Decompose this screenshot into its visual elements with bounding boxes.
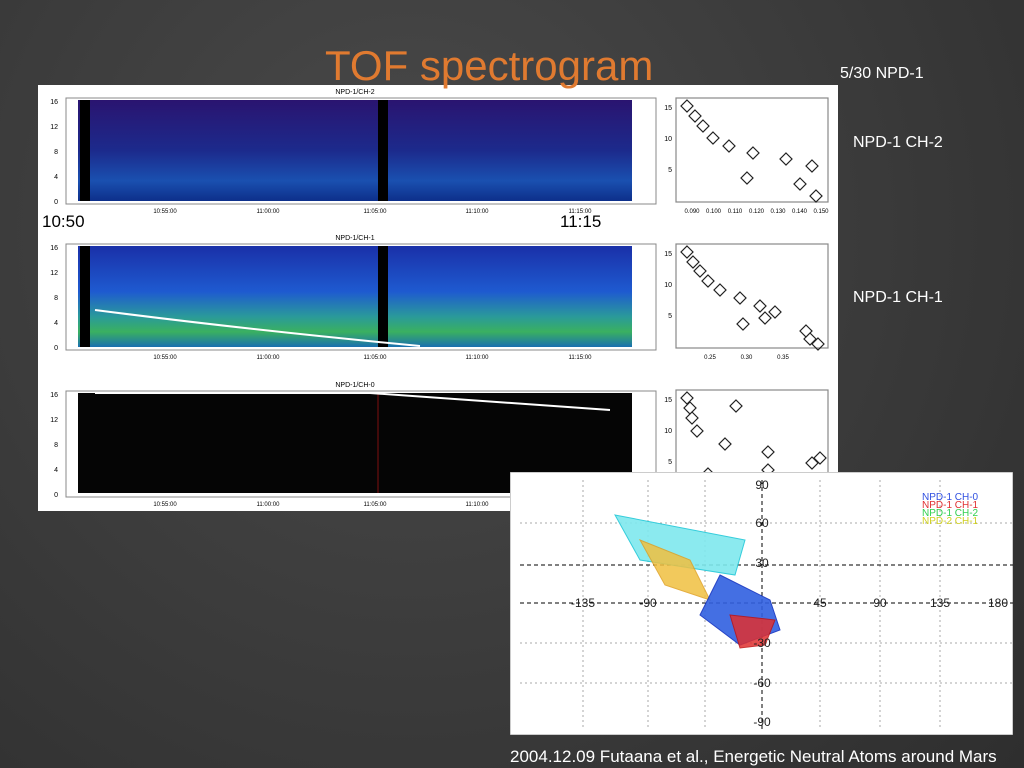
curve	[94, 309, 421, 347]
x-tick-label: 0.35	[777, 355, 789, 361]
y-tick-label: 0	[54, 345, 58, 352]
gap-bar	[80, 246, 90, 347]
y-tick-label: 10	[664, 282, 672, 289]
curve	[95, 392, 611, 411]
side-label: NPD-1 CH-1	[853, 289, 943, 306]
y-tick-label: 12	[50, 417, 58, 424]
panel-title: NPD-1/CH-0	[335, 382, 374, 389]
date-label: 5/30 NPD-1	[840, 65, 924, 82]
diamonds	[680, 99, 823, 203]
x-tick-label: 11:05:00	[364, 502, 388, 508]
panel-title: NPD-1/CH-2	[335, 89, 374, 96]
fan-cyan	[614, 514, 746, 576]
x-tick-label: 0.25	[704, 355, 716, 361]
x-tick-label: 11:10:00	[466, 209, 490, 215]
y-tick-label: 8	[54, 149, 58, 156]
x-tick-label: 11:05:00	[364, 209, 388, 215]
x-tick-label: 0.140	[792, 209, 808, 215]
map-x-tick: 45	[813, 596, 827, 610]
gap-bar	[378, 246, 388, 347]
x-tick-label: 11:15:00	[569, 355, 593, 361]
map-y-tick: 30	[755, 556, 769, 570]
scatter-frame	[675, 243, 829, 349]
y-tick-label: 10	[664, 428, 672, 435]
x-tick-label: 11:00:00	[257, 355, 281, 361]
time-label: 11:15	[560, 212, 602, 231]
x-tick-label: 11:10:00	[466, 502, 490, 508]
y-tick-label: 15	[664, 251, 672, 258]
y-tick-label: 12	[50, 270, 58, 277]
x-tick-label: 0.090	[684, 209, 700, 215]
map-plot: -135 -90 45 90 135 180 90 60 30 -30 -60 -90 NPD-1 CH…	[510, 472, 1013, 735]
spectrogram-ch2	[78, 100, 632, 201]
map-x-tick: 135	[930, 596, 950, 610]
map-y-tick: 90	[755, 478, 769, 492]
x-tick-label: 11:05:00	[364, 355, 388, 361]
y-tick-label: 8	[54, 442, 58, 449]
panel-frame	[65, 243, 657, 351]
x-tick-label: 10:55:00	[153, 209, 177, 215]
map-y-tick: -60	[753, 676, 771, 690]
map-legend-entry: NPD-1 CH-2	[922, 508, 979, 519]
y-tick-label: 4	[54, 320, 58, 327]
y-tick-label: 16	[50, 392, 58, 399]
map-y-tick: -90	[753, 715, 771, 729]
x-tick-label: 0.30	[741, 355, 753, 361]
y-tick-label: 16	[50, 245, 58, 252]
scatter-frame	[675, 97, 829, 203]
y-tick-label: 0	[54, 492, 58, 499]
map-y-tick: -30	[753, 636, 771, 650]
spectrogram-ch1	[78, 246, 632, 347]
y-tick-label: 10	[664, 136, 672, 143]
fan-red	[729, 614, 776, 649]
panel-title: NPD-1/CH-1	[335, 235, 374, 242]
map-x-tick: -90	[639, 596, 657, 610]
side-label: NPD-1 CH-2	[853, 134, 943, 151]
slide-title: TOF spectrogram	[325, 42, 654, 89]
x-tick-label: 0.110	[728, 209, 743, 215]
gap-bar	[80, 100, 90, 201]
panel-frame	[65, 97, 657, 205]
map-x-tick: 180	[988, 596, 1008, 610]
y-tick-label: 4	[54, 467, 58, 474]
x-tick-label: 0.100	[706, 209, 722, 215]
x-tick-label: 11:15:00	[569, 209, 593, 215]
x-tick-label: 11:00:00	[257, 502, 281, 508]
y-tick-label: 15	[664, 105, 672, 112]
map-x-tick: -135	[571, 596, 595, 610]
panel-frame	[65, 390, 657, 498]
map-y-tick: 60	[755, 516, 769, 530]
diamonds	[680, 245, 825, 351]
gap-bar	[378, 100, 388, 201]
x-tick-label: 10:55:00	[153, 502, 177, 508]
footer: 2004.12.09 Futaana et al., Energetic Neu…	[510, 747, 997, 766]
map-x-tick: 90	[873, 596, 887, 610]
y-tick-label: 16	[50, 99, 58, 106]
y-tick-label: 5	[668, 167, 672, 174]
y-tick-label: 8	[54, 295, 58, 302]
map-legend-entry: NPD-2 CH-1	[922, 516, 979, 527]
y-tick-label: 0	[54, 199, 58, 206]
x-tick-label: 0.120	[749, 209, 765, 215]
x-tick-label: 11:10:00	[466, 355, 490, 361]
y-tick-label: 5	[668, 313, 672, 320]
spectrograms: NPD-1/CH-2 0 4 8 12 16 10:55:00 11:00:00 11:05:0…	[50, 89, 657, 508]
y-tick-label: 15	[664, 397, 672, 404]
x-tick-label: 0.130	[770, 209, 786, 215]
x-tick-label: 0.150	[813, 209, 829, 215]
map-legend-entry: NPD-1 CH-1	[922, 500, 979, 511]
map-legend-entry: NPD-1 CH-0	[922, 492, 979, 503]
x-tick-label: 10:55:00	[153, 355, 177, 361]
x-tick-label: 11:00:00	[257, 209, 281, 215]
time-label: 10:50	[42, 212, 85, 231]
y-tick-label: 4	[54, 174, 58, 181]
y-tick-label: 5	[668, 459, 672, 466]
y-tick-label: 12	[50, 124, 58, 131]
